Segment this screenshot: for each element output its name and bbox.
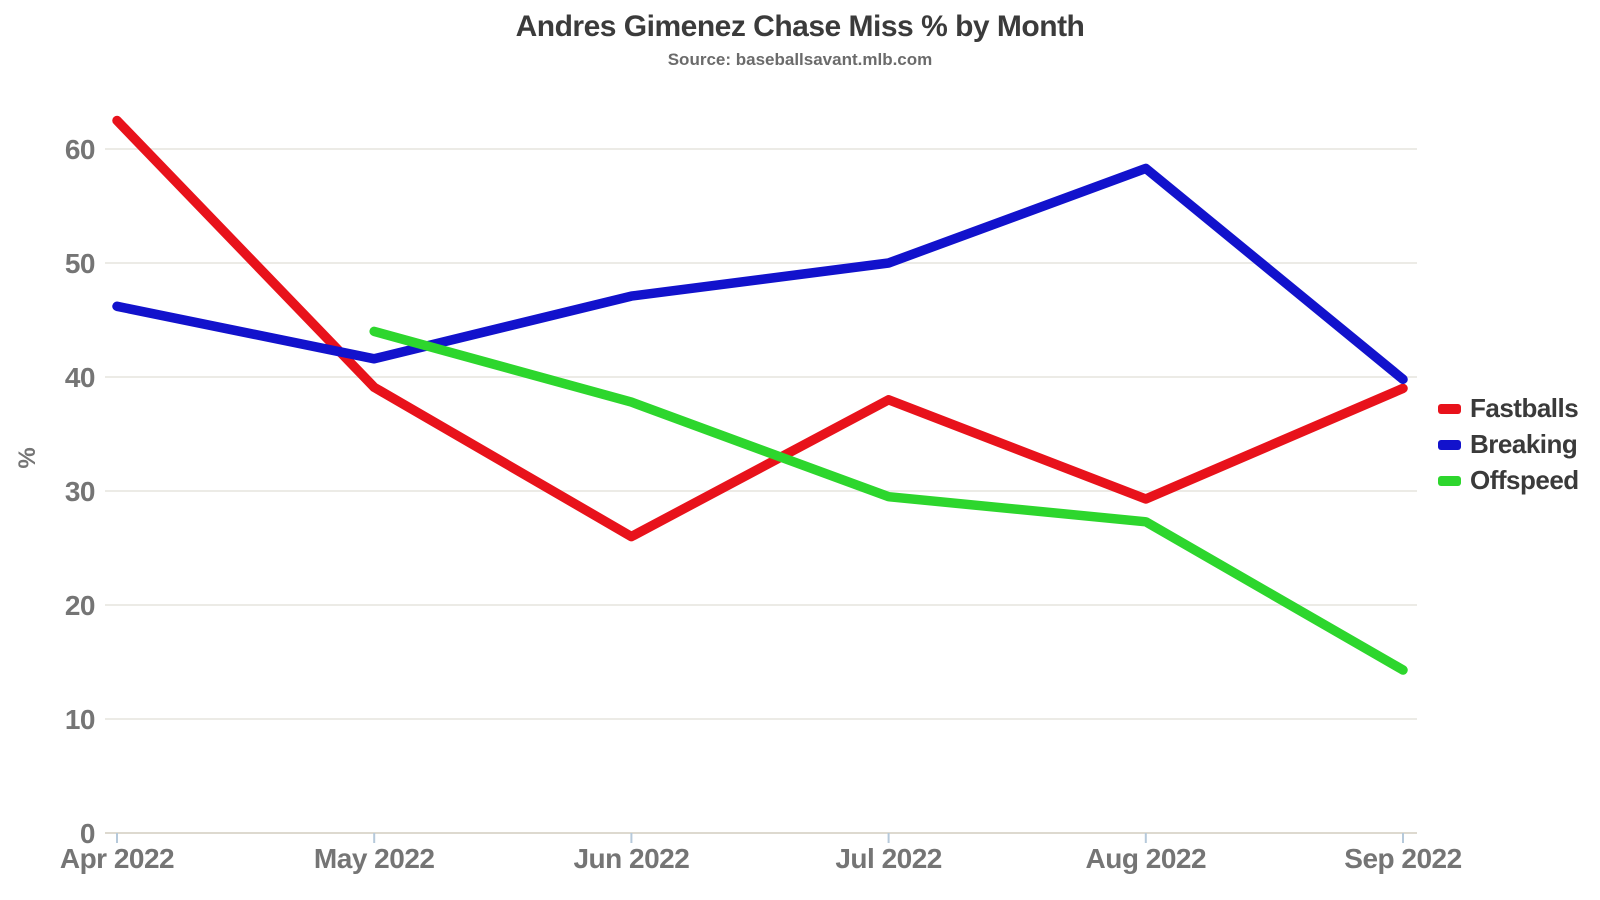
y-tick-label: 40 (65, 362, 95, 393)
x-tick-label: Apr 2022 (60, 843, 174, 874)
chart-title: Andres Gimenez Chase Miss % by Month (515, 10, 1085, 43)
offspeed-swatch-icon (1438, 475, 1461, 486)
y-tick-label: 10 (65, 704, 95, 735)
legend-item-fastballs: Fastballs (1438, 393, 1579, 423)
y-tick-label: 50 (65, 248, 95, 279)
series-line-breaking (112, 163, 1408, 385)
legend-label-fastballs: Fastballs (1470, 393, 1579, 423)
breaking-swatch-icon (1438, 439, 1461, 450)
chart-subtitle: Source: baseballsavant.mlb.com (667, 50, 933, 69)
x-tick-label: Aug 2022 (1086, 843, 1207, 874)
y-tick-label: 20 (65, 590, 95, 621)
x-tick-label: Jun 2022 (573, 843, 689, 874)
x-tick-label: Sep 2022 (1344, 843, 1461, 874)
legend: Fastballs Breaking Offspeed (1438, 393, 1579, 495)
y-tick-label: 30 (65, 476, 95, 507)
series-line-fastballs (112, 115, 1408, 542)
legend-label-breaking: Breaking (1470, 429, 1578, 459)
legend-item-breaking: Breaking (1438, 429, 1579, 459)
x-tick-label: May 2022 (314, 843, 435, 874)
x-tick-label: Jul 2022 (835, 843, 942, 874)
y-tick-label: 0 (80, 818, 95, 849)
legend-label-offspeed: Offspeed (1470, 465, 1579, 495)
legend-item-offspeed: Offspeed (1438, 465, 1579, 495)
fastballs-swatch-icon (1438, 403, 1461, 414)
y-tick-label: 60 (65, 134, 95, 165)
series-line-offspeed (369, 326, 1408, 675)
